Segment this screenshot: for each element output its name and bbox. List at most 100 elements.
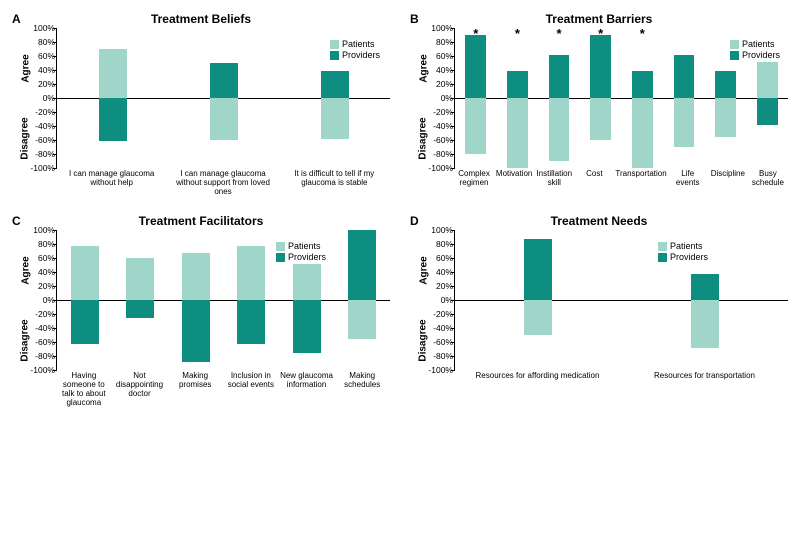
- bar: [210, 28, 238, 168]
- category-label: Instillation skill: [534, 170, 574, 188]
- category-labels: Resources for affording medicationResour…: [454, 372, 788, 381]
- bar-group: [224, 230, 280, 370]
- bar-patients: [182, 253, 210, 301]
- providers-swatch: [658, 253, 667, 262]
- bar-group: [335, 230, 391, 370]
- y-tick-label: -60%: [423, 337, 453, 347]
- plot: 100%80%60%40%20%0%-20%-40%-60%-80%-100%P…: [56, 28, 390, 168]
- bar-group: [168, 28, 279, 168]
- y-tick-label: 100%: [423, 23, 453, 33]
- y-tick-label: 60%: [423, 51, 453, 61]
- legend-label: Providers: [670, 252, 708, 263]
- bar: [71, 230, 99, 370]
- bar-providers: [99, 98, 127, 141]
- y-tick-label: -40%: [423, 121, 453, 131]
- bar-providers: [293, 300, 321, 353]
- panel-letter: A: [12, 12, 21, 26]
- bar-providers: [237, 300, 265, 343]
- legend: PatientsProviders: [656, 240, 710, 264]
- bar-patients: [524, 300, 552, 335]
- y-tick-label: 20%: [423, 79, 453, 89]
- bar-patients: [210, 98, 238, 140]
- bar-patients: [590, 98, 611, 140]
- significance-star: *: [473, 26, 478, 41]
- y-tick-label: -100%: [25, 365, 55, 375]
- bar-group: [455, 230, 622, 370]
- bar-patients: [348, 300, 376, 339]
- bar-patients: [99, 49, 127, 98]
- bar-providers: [590, 35, 611, 98]
- y-tick-label: 20%: [25, 281, 55, 291]
- legend-item-providers: Providers: [658, 252, 708, 263]
- bar-patients: [549, 98, 570, 161]
- y-tick-label: -60%: [25, 337, 55, 347]
- bar-providers: [632, 71, 653, 98]
- bar-group: *: [497, 28, 539, 168]
- providers-swatch: [330, 51, 339, 60]
- bar-providers: [549, 55, 570, 98]
- bar-group: *: [622, 28, 664, 168]
- bar-providers: [182, 300, 210, 362]
- legend-label: Patients: [342, 39, 375, 50]
- category-label: Discipline: [708, 170, 748, 188]
- legend-item-patients: Patients: [276, 241, 326, 252]
- y-tick-label: -100%: [423, 163, 453, 173]
- legend: PatientsProviders: [728, 38, 782, 62]
- bar-group: [57, 230, 113, 370]
- bar: [348, 230, 376, 370]
- plot: 100%80%60%40%20%0%-20%-40%-60%-80%-100%P…: [454, 230, 788, 370]
- legend-label: Patients: [670, 241, 703, 252]
- legend-item-providers: Providers: [730, 50, 780, 61]
- bar-providers: [126, 300, 154, 318]
- chart-area: AgreeDisagree100%80%60%40%20%0%-20%-40%-…: [454, 28, 788, 188]
- chart-area: AgreeDisagree100%80%60%40%20%0%-20%-40%-…: [454, 230, 788, 381]
- plot: 100%80%60%40%20%0%-20%-40%-60%-80%-100%P…: [56, 230, 390, 370]
- y-tick-label: 0%: [25, 295, 55, 305]
- patients-swatch: [330, 40, 339, 49]
- bar: [549, 28, 570, 168]
- y-tick-label: 80%: [423, 37, 453, 47]
- bar: [126, 230, 154, 370]
- bar-group: *: [455, 28, 497, 168]
- panel-letter: D: [410, 214, 419, 228]
- y-tick-label: 20%: [423, 281, 453, 291]
- legend-item-patients: Patients: [730, 39, 780, 50]
- legend: PatientsProviders: [274, 240, 328, 264]
- y-tick-label: 80%: [25, 37, 55, 47]
- y-tick-label: -40%: [25, 121, 55, 131]
- bar-patients: [632, 98, 653, 168]
- y-tick-label: 60%: [25, 51, 55, 61]
- category-label: Life events: [668, 170, 708, 188]
- panel-title: Treatment Facilitators: [12, 214, 390, 228]
- category-label: Inclusion in social events: [223, 372, 279, 407]
- panel-letter: C: [12, 214, 21, 228]
- providers-swatch: [730, 51, 739, 60]
- y-tick-label: -100%: [25, 163, 55, 173]
- legend-item-providers: Providers: [330, 50, 380, 61]
- bar: [99, 28, 127, 168]
- category-labels: Complex regimenMotivationInstillation sk…: [454, 170, 788, 188]
- bar: [590, 28, 611, 168]
- bar-providers: [715, 71, 736, 98]
- legend: PatientsProviders: [328, 38, 382, 62]
- category-label: I can manage glaucoma without support fr…: [167, 170, 278, 196]
- category-label: Not disappointing doctor: [112, 372, 168, 407]
- panel-b: BTreatment BarriersAgreeDisagree100%80%6…: [410, 12, 788, 196]
- chart-area: AgreeDisagree100%80%60%40%20%0%-20%-40%-…: [56, 28, 390, 196]
- bar-providers: [507, 71, 528, 98]
- bars-row: [57, 230, 390, 370]
- category-label: Motivation: [494, 170, 534, 188]
- bar-patients: [321, 98, 349, 139]
- legend-label: Providers: [288, 252, 326, 263]
- legend-label: Patients: [742, 39, 775, 50]
- bar-providers: [465, 35, 486, 98]
- panel-title: Treatment Beliefs: [12, 12, 390, 26]
- chart-grid: ATreatment Beliefs AgreeDisagree100%80%60…: [12, 12, 788, 408]
- bar-group: [663, 28, 705, 168]
- category-label: Making schedules: [334, 372, 390, 407]
- bar-group: *: [538, 28, 580, 168]
- y-tick-label: 20%: [25, 79, 55, 89]
- significance-star: *: [598, 26, 603, 41]
- y-tick-label: -80%: [423, 149, 453, 159]
- bar-patients: [71, 246, 99, 301]
